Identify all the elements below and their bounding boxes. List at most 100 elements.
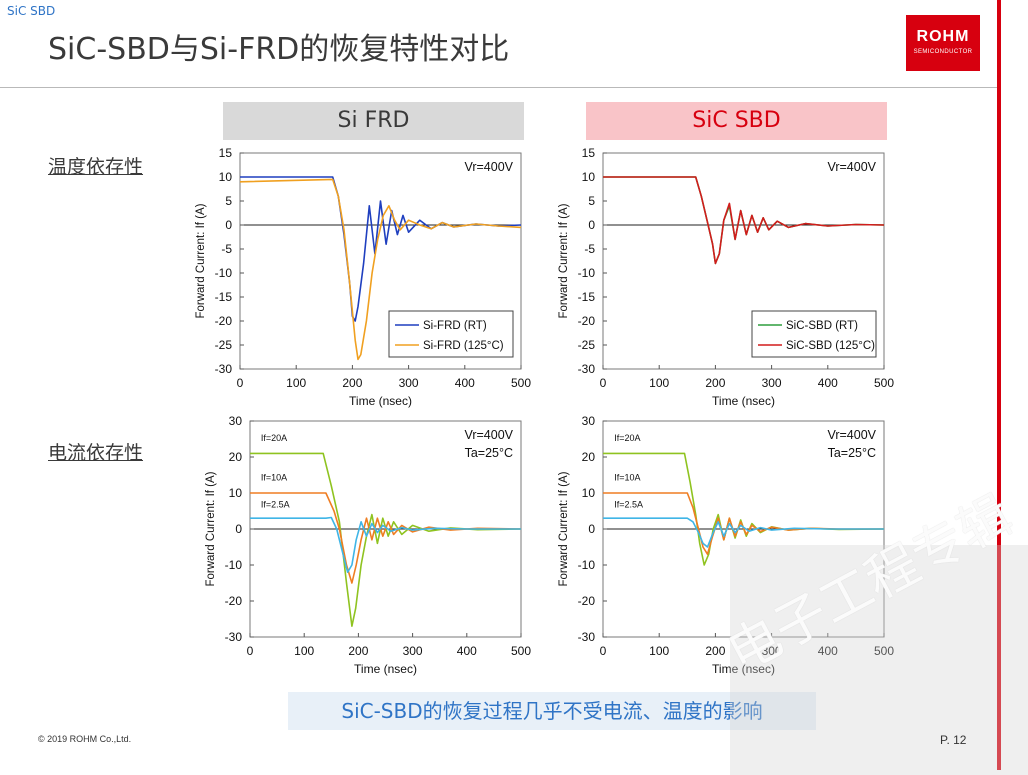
y-tick-label: 0 (588, 522, 595, 536)
legend-label: SiC-SBD (125°C) (786, 340, 875, 352)
y-tick-label: 30 (582, 414, 596, 428)
legend-label: Si-FRD (125°C) (423, 340, 504, 352)
x-tick-label: 0 (237, 376, 244, 390)
y-tick-label: -5 (584, 242, 595, 256)
x-axis-label: Time (nsec) (712, 394, 775, 408)
y-tick-label: -10 (225, 558, 243, 572)
series-label: If=2.5A (614, 499, 643, 509)
y-tick-label: 10 (229, 486, 243, 500)
y-tick-label: -20 (225, 594, 243, 608)
y-tick-label: -30 (578, 362, 596, 376)
conclusion-box: SiC-SBD的恢复过程几乎不受电流、温度的影响 (288, 692, 816, 730)
chart-annotation: Vr=400V (464, 428, 513, 442)
conclusion-text: SiC-SBD的恢复过程几乎不受电流、温度的影响 (341, 699, 763, 723)
x-axis-label: Time (nsec) (712, 662, 775, 676)
x-tick-label: 0 (600, 376, 607, 390)
legend-box (388, 310, 514, 358)
column-label-sic-sbd: SiC SBD (586, 102, 887, 140)
x-tick-label: 200 (348, 644, 368, 658)
y-tick-label: -10 (578, 266, 596, 280)
watermark-panel (730, 545, 1028, 775)
series-label: If=10A (261, 472, 287, 482)
y-axis-label: Forward Current: If (A) (205, 471, 217, 586)
x-tick-label: 500 (511, 644, 531, 658)
y-tick-label: 10 (219, 170, 233, 184)
chart-annotation: Ta=25°C (828, 446, 876, 460)
y-tick-label: -10 (578, 558, 596, 572)
y-tick-label: 0 (235, 522, 242, 536)
series-label: If=10A (614, 472, 640, 482)
y-tick-label: 10 (582, 486, 596, 500)
logo-wordmark: ROHM (916, 28, 970, 45)
y-tick-label: -20 (578, 314, 596, 328)
x-tick-label: 400 (457, 644, 477, 658)
logo-subtitle: SEMICONDUCTOR (913, 49, 973, 55)
series-line (603, 176, 885, 265)
y-tick-label: -5 (221, 242, 232, 256)
y-tick-label: 20 (229, 450, 243, 464)
x-tick-label: 300 (762, 644, 782, 658)
x-tick-label: 100 (649, 644, 669, 658)
y-tick-label: -15 (215, 290, 233, 304)
y-tick-label: 5 (588, 194, 595, 208)
y-tick-label: 15 (219, 146, 233, 160)
x-tick-label: 200 (705, 644, 725, 658)
x-tick-label: 500 (874, 376, 894, 390)
row-label-current: 电流依存性 (48, 442, 144, 464)
y-tick-label: -30 (225, 630, 243, 644)
section-tag: SiC SBD (7, 4, 56, 18)
x-axis-label: Time (nsec) (349, 394, 412, 408)
chart-annotation: Vr=400V (827, 160, 876, 174)
series-line (603, 517, 884, 548)
x-tick-label: 400 (455, 376, 475, 390)
chart-frd-temperature: 15 10 5 0 -5 -10 -15 -20 -25 -30 0 100 200 300 400 500 T… (195, 146, 531, 408)
y-tick-label: -20 (215, 314, 233, 328)
column-label-si-frd: Si FRD (223, 102, 524, 140)
y-tick-label: -30 (215, 362, 233, 376)
x-tick-label: 400 (818, 376, 838, 390)
y-tick-label: 30 (229, 414, 243, 428)
chart-annotation: Ta=25°C (465, 446, 513, 460)
x-tick-label: 300 (403, 644, 423, 658)
x-axis-label: Time (nsec) (354, 662, 417, 676)
legend-label: Si-FRD (RT) (423, 320, 487, 332)
y-tick-label: 0 (588, 218, 595, 232)
row-label-temperature: 温度依存性 (48, 156, 144, 178)
chart-sbd-temperature: 15 10 5 0 -5 -10 -15 -20 -25 -30 0 100 200 300 400 500 T… (558, 146, 894, 408)
legend-box (751, 310, 877, 358)
right-accent-bar (997, 0, 1001, 770)
y-tick-label: -25 (578, 338, 596, 352)
x-tick-label: 500 (511, 376, 531, 390)
y-axis-label: Forward Current: If (A) (558, 471, 570, 586)
x-tick-label: 200 (342, 376, 362, 390)
y-tick-label: 10 (582, 170, 596, 184)
y-tick-label: 5 (225, 194, 232, 208)
y-tick-label: -30 (578, 630, 596, 644)
y-tick-label: 0 (225, 218, 232, 232)
y-tick-label: -20 (578, 594, 596, 608)
y-tick-label: -15 (578, 290, 596, 304)
x-tick-label: 500 (874, 644, 894, 658)
y-tick-label: 20 (582, 450, 596, 464)
x-tick-label: 0 (600, 644, 607, 658)
y-axis-label: Forward Current: If (A) (558, 203, 570, 318)
series-label: If=20A (261, 433, 287, 443)
series-label: If=2.5A (261, 499, 290, 509)
x-tick-label: 100 (649, 376, 669, 390)
copyright: © 2019 ROHM Co.,Ltd. (38, 734, 132, 744)
header-divider (0, 87, 1000, 88)
x-tick-label: 200 (705, 376, 725, 390)
page-number: P. 12 (940, 733, 967, 747)
y-tick-label: -10 (215, 266, 233, 280)
x-tick-label: 0 (247, 644, 254, 658)
series-line (239, 178, 522, 361)
legend-label: SiC-SBD (RT) (786, 320, 858, 332)
series-line (250, 516, 521, 573)
rohm-logo: ROHM SEMICONDUCTOR (906, 15, 980, 71)
x-tick-label: 100 (294, 644, 314, 658)
x-tick-label: 400 (818, 644, 838, 658)
x-tick-label: 100 (286, 376, 306, 390)
series-label: If=20A (614, 433, 640, 443)
